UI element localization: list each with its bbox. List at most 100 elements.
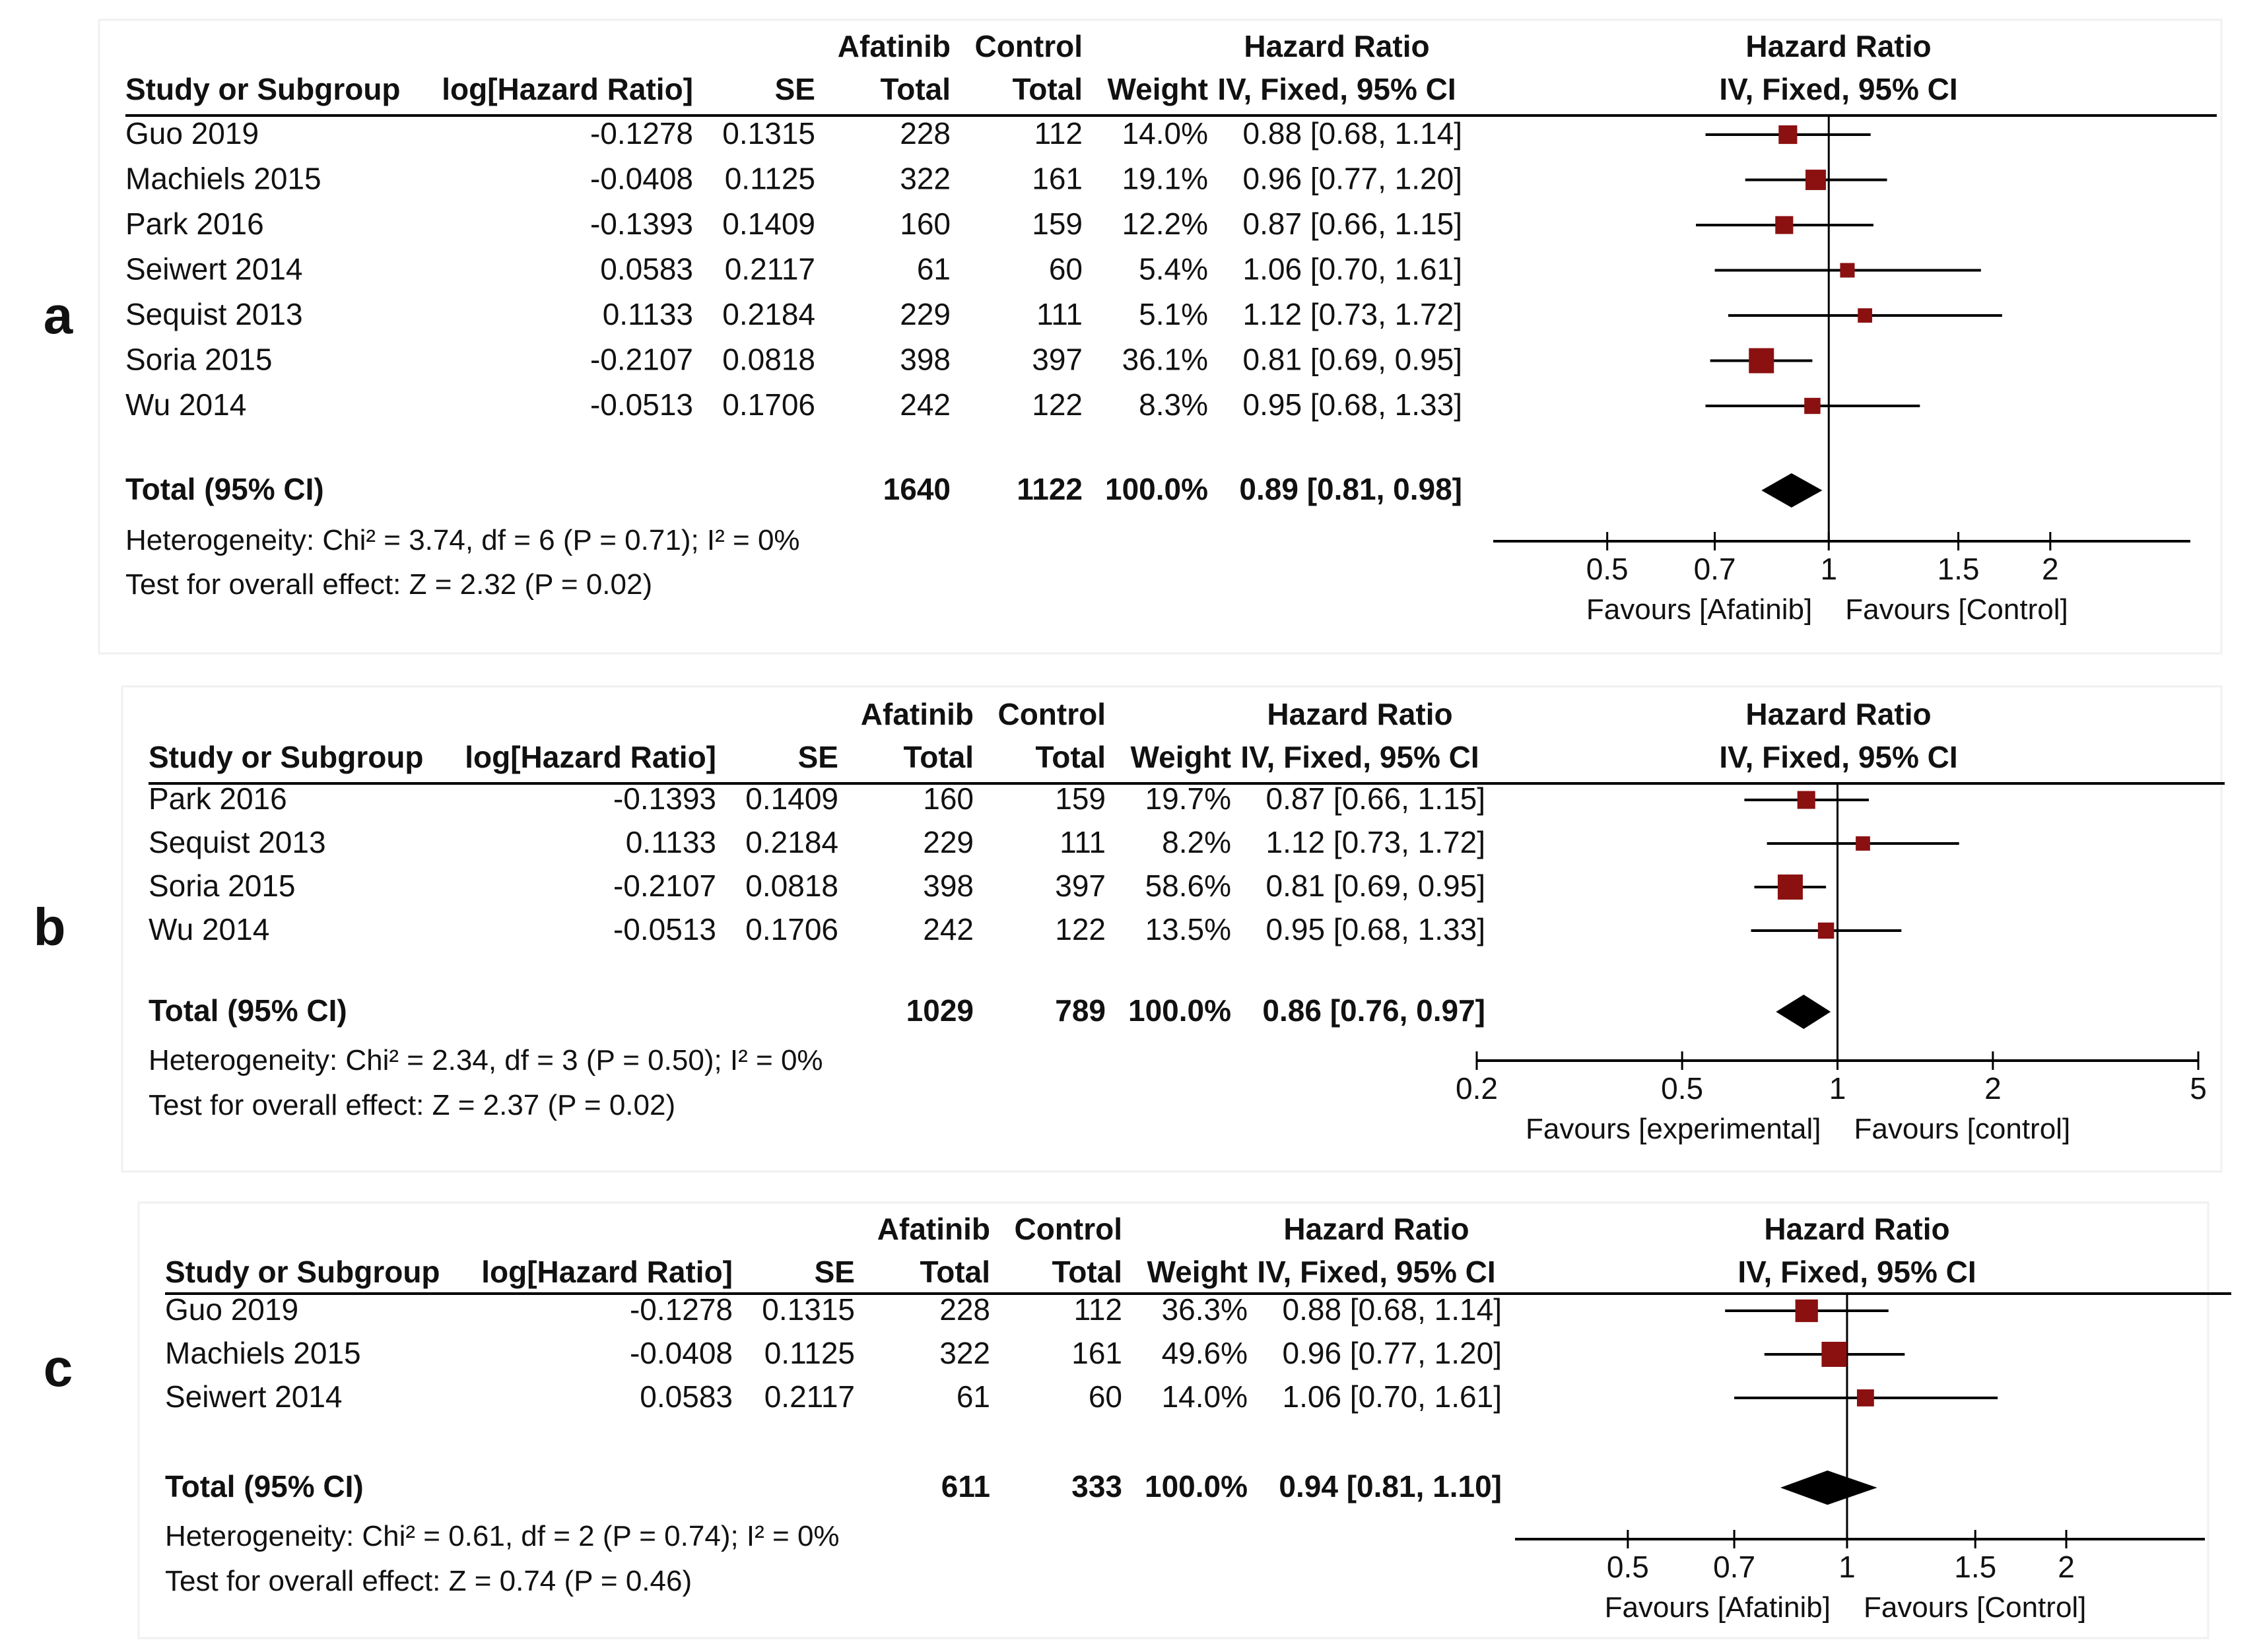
x-axis-tick-label: 0.7 [1713, 1550, 1755, 1584]
study-hr-ci: 0.81 [0.69, 0.95] [1266, 869, 1486, 903]
study-weight: 49.6% [1162, 1336, 1248, 1370]
study-se: 0.1315 [722, 116, 815, 150]
study-total-afatinib: 322 [939, 1336, 990, 1370]
header-weight: Weight [1131, 740, 1231, 774]
x-axis-tick-label: 1 [1820, 552, 1837, 586]
study-name: Park 2016 [125, 207, 264, 241]
study-total-afatinib: 398 [900, 343, 951, 377]
total-afatinib: 1029 [906, 993, 974, 1028]
header-group1: Afatinib [861, 697, 974, 731]
study-point-estimate [1821, 1342, 1847, 1367]
study-se: 0.0818 [722, 343, 815, 377]
x-axis-tick-label: 2 [2058, 1550, 2075, 1584]
study-total-afatinib: 229 [923, 825, 974, 859]
study-log-hr: 0.0583 [640, 1379, 733, 1414]
study-hr-ci: 0.87 [0.66, 1.15] [1243, 207, 1463, 241]
study-total-control: 122 [1055, 912, 1106, 946]
header-total-afatinib: Total [904, 740, 974, 774]
study-hr-ci: 1.12 [0.73, 1.72] [1243, 297, 1463, 331]
study-name: Seiwert 2014 [165, 1379, 343, 1414]
header-total-control: Total [1036, 740, 1106, 774]
x-axis-tick-label: 5 [2190, 1071, 2207, 1106]
study-weight: 36.1% [1122, 343, 1208, 377]
study-weight: 19.1% [1122, 162, 1208, 196]
study-total-control: 111 [1036, 297, 1083, 331]
favours-right-label: Favours [control] [1854, 1113, 2071, 1145]
study-total-afatinib: 61 [917, 252, 951, 286]
study-total-afatinib: 242 [900, 387, 951, 422]
plot-title: Hazard Ratio [1745, 697, 1931, 731]
header-group2: Control [997, 697, 1106, 731]
study-se: 0.0818 [745, 869, 838, 903]
panel-background [137, 1201, 2209, 1639]
favours-left-label: Favours [Afatinib] [1605, 1591, 1831, 1624]
study-log-hr: 0.0583 [600, 252, 693, 286]
study-total-afatinib: 160 [923, 781, 974, 816]
study-weight: 58.6% [1145, 869, 1231, 903]
header-se: SE [815, 1255, 855, 1289]
study-log-hr: -0.2107 [590, 343, 693, 377]
header-hr-title: Hazard Ratio [1283, 1212, 1469, 1246]
study-weight: 12.2% [1122, 207, 1208, 241]
x-axis-tick-label: 0.7 [1694, 552, 1736, 586]
x-axis-tick-label: 2 [1984, 1071, 2002, 1106]
overall-effect-text: Test for overall effect: Z = 0.74 (P = 0… [165, 1565, 692, 1597]
study-hr-ci: 1.12 [0.73, 1.72] [1266, 825, 1486, 859]
study-name: Guo 2019 [165, 1292, 298, 1327]
study-log-hr: -0.1393 [613, 781, 716, 816]
study-se: 0.1409 [745, 781, 838, 816]
pooled-estimate-diamond [1780, 1470, 1877, 1505]
study-se: 0.1315 [762, 1292, 855, 1327]
x-axis-tick-label: 0.2 [1456, 1071, 1498, 1106]
study-total-afatinib: 228 [900, 116, 951, 150]
header-hr-method: IV, Fixed, 95% CI [1240, 740, 1479, 774]
study-weight: 5.1% [1139, 297, 1208, 331]
study-point-estimate [1817, 922, 1835, 939]
study-se: 0.2117 [725, 252, 815, 286]
favours-left-label: Favours [experimental] [1526, 1113, 1821, 1145]
total-afatinib: 611 [941, 1469, 990, 1503]
study-name: Machiels 2015 [165, 1336, 361, 1370]
study-hr-ci: 0.96 [0.77, 1.20] [1283, 1336, 1502, 1370]
x-axis-tick-label: 1 [1838, 1550, 1856, 1584]
study-se: 0.1125 [764, 1336, 855, 1370]
study-se: 0.1125 [725, 162, 815, 196]
study-point-estimate [1858, 308, 1873, 323]
study-hr-ci: 0.87 [0.66, 1.15] [1266, 781, 1486, 816]
study-log-hr: -0.1278 [590, 116, 693, 150]
x-axis-tick-label: 0.5 [1607, 1550, 1649, 1584]
x-axis-tick-label: 0.5 [1586, 552, 1629, 586]
study-hr-ci: 0.96 [0.77, 1.20] [1243, 162, 1463, 196]
header-study: Study or Subgroup [149, 740, 424, 774]
header-study: Study or Subgroup [165, 1255, 440, 1289]
header-hr-title: Hazard Ratio [1267, 697, 1452, 731]
study-log-hr: -0.2107 [613, 869, 716, 903]
overall-effect-text: Test for overall effect: Z = 2.32 (P = 0… [125, 568, 652, 601]
header-group2: Control [974, 29, 1083, 63]
study-total-afatinib: 228 [939, 1292, 990, 1327]
study-log-hr: -0.1393 [590, 207, 693, 241]
x-axis-tick-label: 1.5 [1954, 1550, 1996, 1584]
header-log-hr: log[Hazard Ratio] [465, 740, 716, 774]
plot-title: Hazard Ratio [1745, 29, 1931, 63]
header-se: SE [798, 740, 838, 774]
study-name: Soria 2015 [149, 869, 296, 903]
panel-letter: c [44, 1338, 73, 1397]
total-weight: 100.0% [1128, 993, 1231, 1028]
overall-effect-text: Test for overall effect: Z = 2.37 (P = 0… [149, 1089, 675, 1121]
header-hr-title: Hazard Ratio [1244, 29, 1429, 63]
forest-panel-c: c Afatinib Control Hazard Ratio Hazard Ratio… [44, 1201, 2231, 1639]
total-weight: 100.0% [1105, 472, 1208, 506]
study-total-control: 397 [1032, 343, 1083, 377]
study-point-estimate [1749, 348, 1774, 374]
study-point-estimate [1778, 125, 1798, 145]
header-log-hr: log[Hazard Ratio] [442, 72, 693, 106]
study-se: 0.1409 [722, 207, 815, 241]
x-axis-tick-label: 1 [1829, 1071, 1846, 1106]
header-hr-method: IV, Fixed, 95% CI [1257, 1255, 1495, 1289]
total-label: Total (95% CI) [165, 1469, 364, 1503]
study-se: 0.1706 [745, 912, 838, 946]
study-weight: 19.7% [1145, 781, 1231, 816]
study-weight: 5.4% [1139, 252, 1208, 286]
